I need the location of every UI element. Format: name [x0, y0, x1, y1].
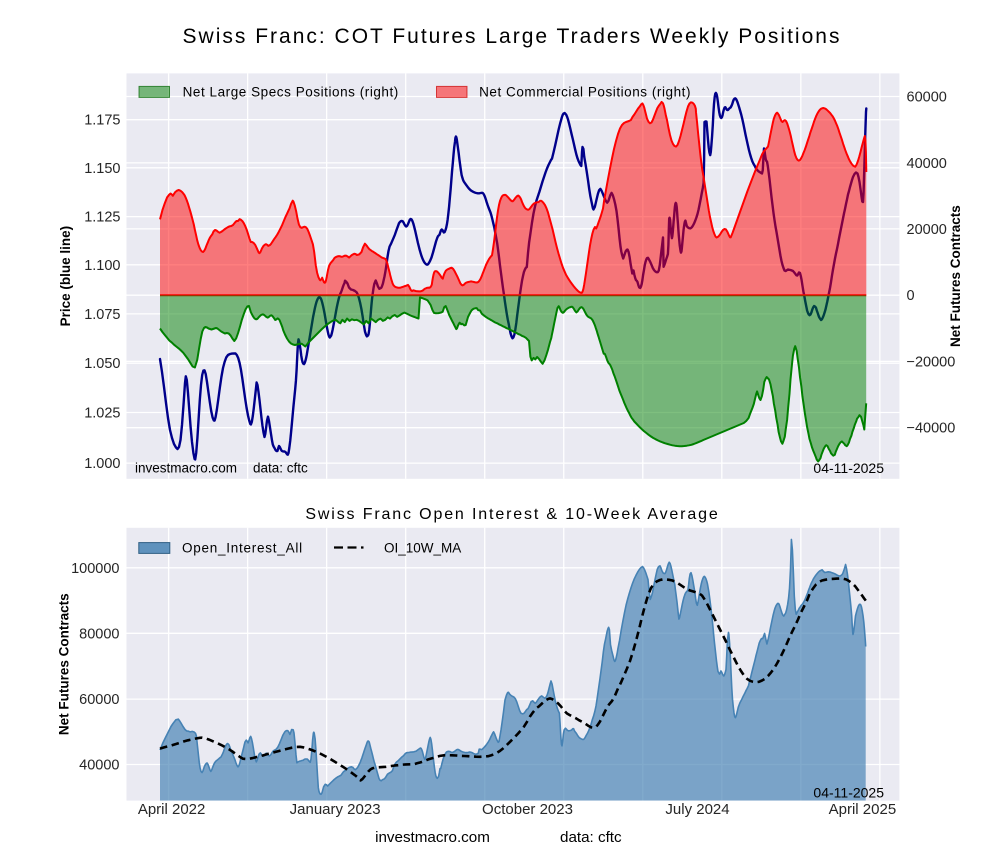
svg-text:OI_10W_MA: OI_10W_MA — [384, 540, 461, 555]
svg-text:Price (blue line): Price (blue line) — [58, 226, 73, 327]
svg-text:Open_Interest_All: Open_Interest_All — [182, 540, 303, 555]
svg-text:October 2023: October 2023 — [482, 801, 573, 818]
svg-text:04-11-2025: 04-11-2025 — [813, 785, 884, 801]
svg-text:data: cftc: data: cftc — [253, 461, 308, 476]
svg-text:1.050: 1.050 — [84, 356, 120, 372]
svg-text:80000: 80000 — [79, 626, 119, 642]
svg-text:Net Futures Contracts: Net Futures Contracts — [948, 205, 963, 347]
svg-text:1.025: 1.025 — [84, 406, 120, 422]
svg-text:investmacro.com: investmacro.com — [375, 829, 490, 846]
svg-text:60000: 60000 — [79, 692, 119, 708]
svg-text:04-11-2025: 04-11-2025 — [813, 460, 884, 476]
svg-text:60000: 60000 — [907, 90, 947, 106]
svg-text:100000: 100000 — [71, 561, 119, 577]
svg-text:1.150: 1.150 — [84, 161, 120, 177]
svg-text:1.000: 1.000 — [84, 456, 120, 472]
svg-text:Net Commercial Positions (righ: Net Commercial Positions (right) — [479, 84, 691, 99]
svg-text:Net Futures Contracts: Net Futures Contracts — [57, 593, 72, 735]
svg-text:January 2023: January 2023 — [290, 801, 381, 818]
svg-text:40000: 40000 — [79, 758, 119, 774]
svg-text:Swiss Franc: COT Futures Large: Swiss Franc: COT Futures Large Traders W… — [183, 25, 842, 48]
svg-text:April 2025: April 2025 — [829, 801, 897, 818]
svg-text:−20000: −20000 — [907, 354, 956, 370]
svg-text:1.175: 1.175 — [84, 113, 120, 129]
svg-text:40000: 40000 — [907, 156, 947, 172]
svg-text:investmacro.com: investmacro.com — [135, 461, 237, 476]
svg-text:1.125: 1.125 — [84, 210, 120, 226]
svg-text:Net Large Specs Positions (rig: Net Large Specs Positions (right) — [183, 84, 399, 99]
svg-text:July 2024: July 2024 — [665, 801, 729, 818]
svg-text:1.075: 1.075 — [84, 307, 120, 323]
svg-text:−40000: −40000 — [907, 421, 956, 437]
svg-text:April 2022: April 2022 — [138, 801, 206, 818]
svg-text:data: cftc: data: cftc — [560, 829, 622, 846]
svg-text:0: 0 — [907, 288, 915, 304]
svg-text:20000: 20000 — [907, 222, 947, 238]
svg-text:Swiss Franc Open Interest & 10: Swiss Franc Open Interest & 10-Week Aver… — [305, 506, 719, 523]
svg-text:1.100: 1.100 — [84, 258, 120, 274]
